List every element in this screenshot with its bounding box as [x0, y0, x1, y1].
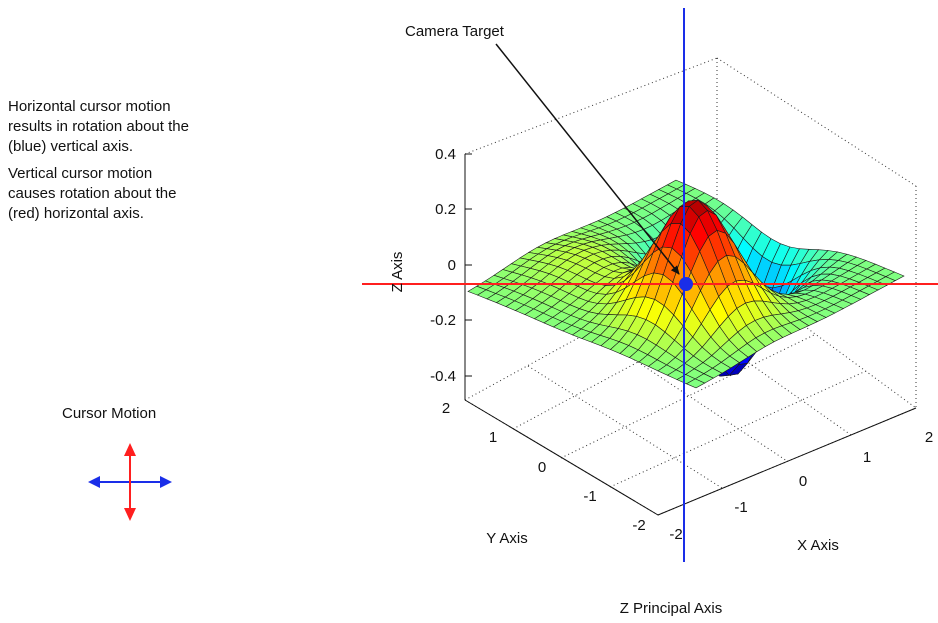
rotation-description: Horizontal cursor motion results in rota… — [8, 97, 189, 224]
y-tick-label: -1 — [583, 488, 596, 505]
x-axis-label: X Axis — [797, 537, 839, 554]
x-tick-label: 2 — [925, 429, 933, 446]
surface-patch — [685, 378, 706, 389]
y-tick-label: 2 — [442, 400, 450, 417]
y-tick-label: 0 — [538, 459, 546, 476]
principal-axis-caption: Z Principal Axis — [620, 600, 723, 617]
x-tick-label: 0 — [799, 473, 807, 490]
x-tick-label: -1 — [734, 499, 747, 516]
z-axis-label: Z Axis — [389, 252, 406, 293]
y-axis-label: Y Axis — [486, 530, 527, 547]
z-tick-label: -0.2 — [430, 312, 456, 329]
z-tick-label: 0.2 — [435, 201, 456, 218]
y-tick-label: 1 — [489, 429, 497, 446]
cursor-motion-icon — [88, 443, 172, 521]
peaks-surface — [467, 179, 905, 389]
description-line: (blue) vertical axis. — [8, 138, 134, 155]
description-line: causes rotation about the — [8, 185, 177, 202]
description-line: Horizontal cursor motion — [8, 98, 171, 115]
z-tick-label: 0.4 — [435, 146, 456, 163]
camera-target-label: Camera Target — [405, 23, 505, 40]
description-line: results in rotation about the — [8, 118, 189, 135]
z-tick-label: 0 — [448, 257, 456, 274]
camera-target-marker — [679, 277, 693, 291]
camera-target-arrow — [495, 43, 680, 275]
x-tick-label: 1 — [863, 449, 871, 466]
z-tick-label: -0.4 — [430, 368, 456, 385]
description-line: (red) horizontal axis. — [8, 205, 144, 222]
description-line: Vertical cursor motion — [8, 165, 153, 182]
axis-box — [464, 57, 917, 516]
x-tick-label: -2 — [669, 526, 682, 543]
y-tick-label: -2 — [632, 517, 645, 534]
cursor-motion-title: Cursor Motion — [62, 405, 157, 422]
